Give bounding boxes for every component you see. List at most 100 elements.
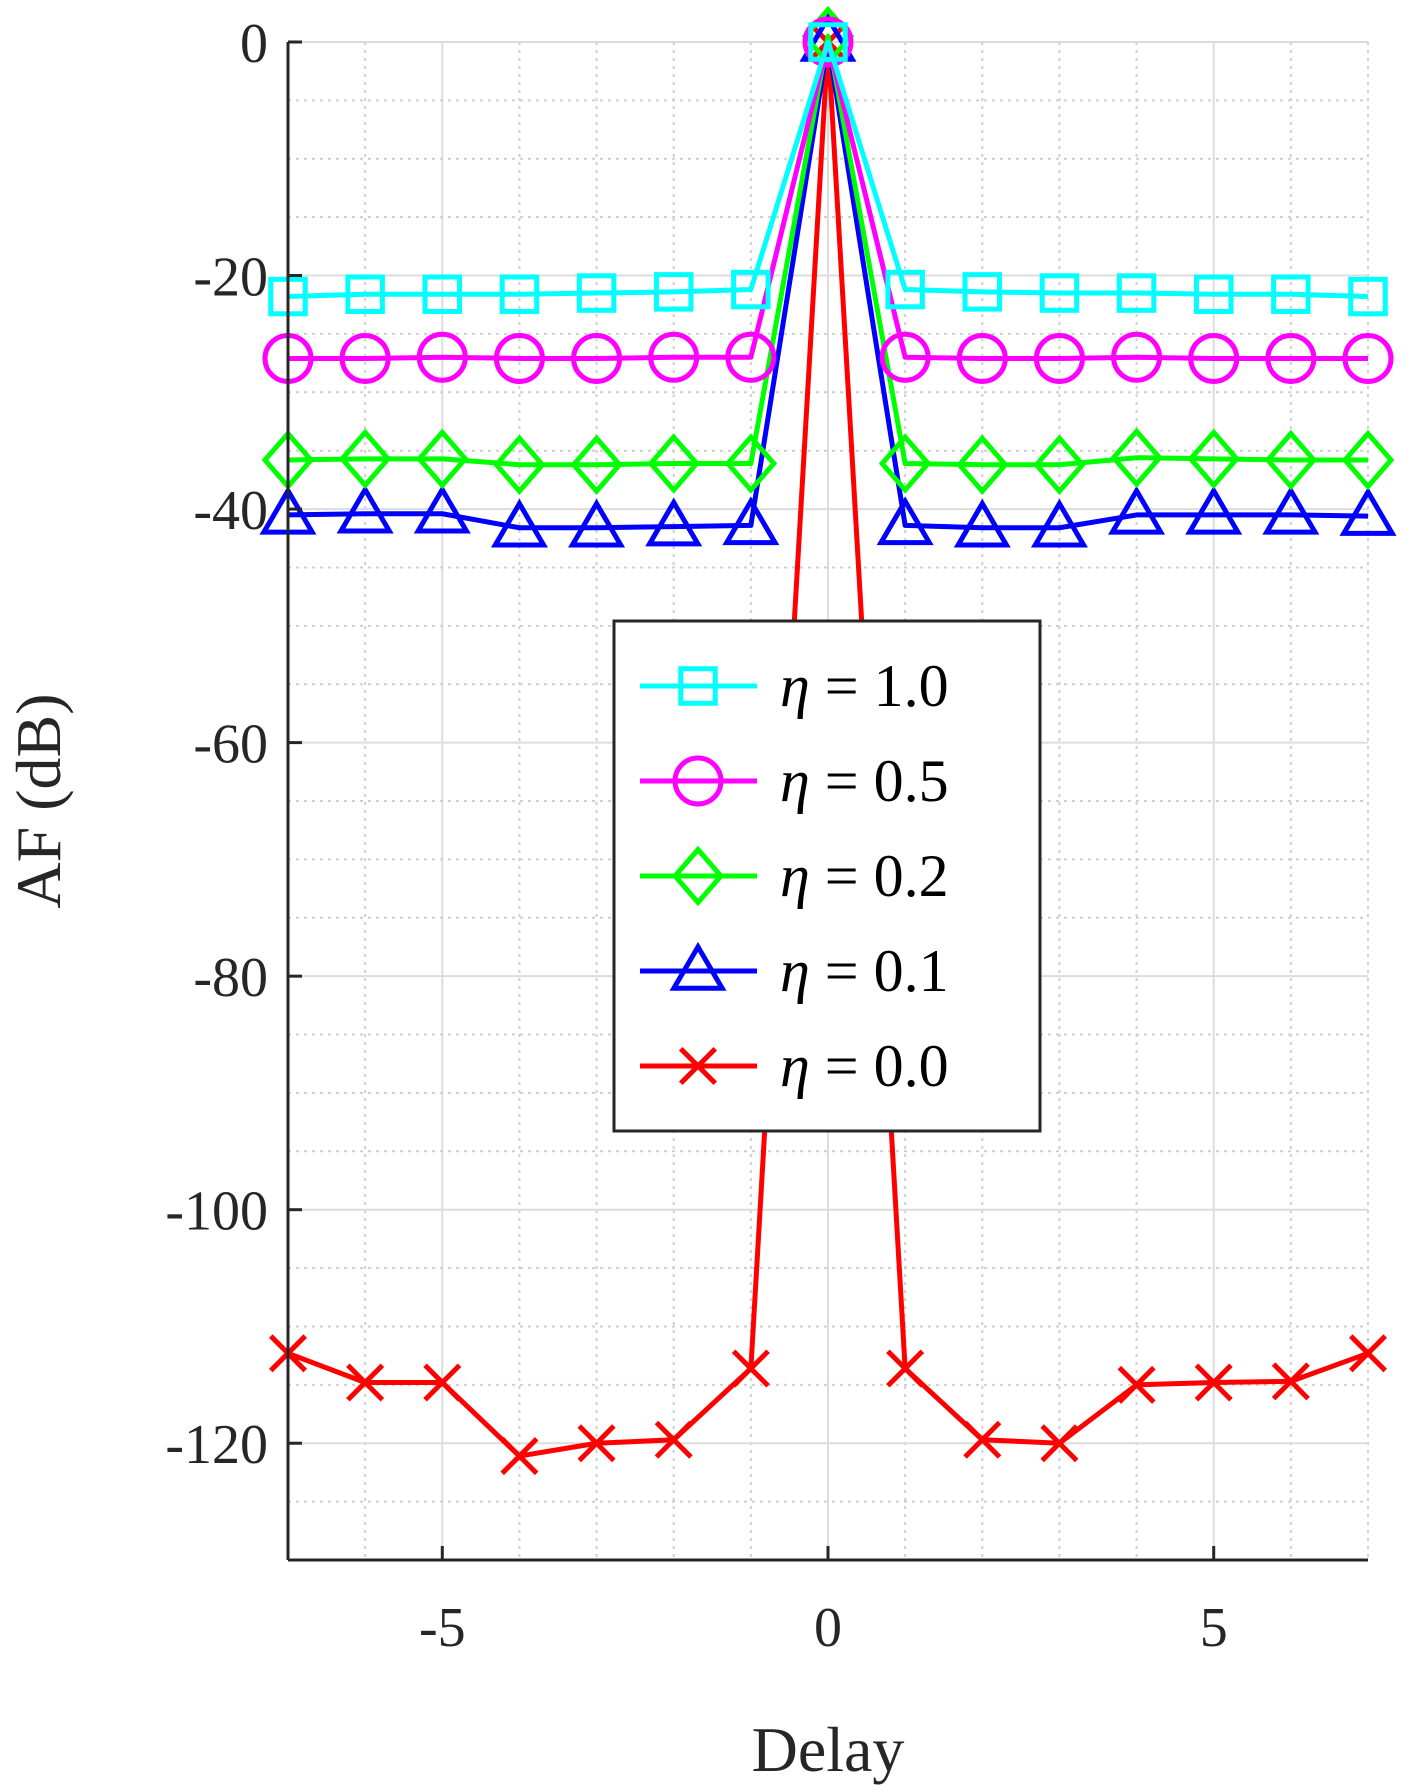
data-point-triangle bbox=[722, 496, 780, 546]
legend-symbol: η bbox=[780, 843, 810, 909]
data-point-triangle bbox=[645, 497, 703, 547]
data-point-circle bbox=[339, 332, 391, 384]
data-point-square bbox=[808, 22, 848, 62]
data-point-square bbox=[731, 269, 771, 310]
data-point-circle bbox=[571, 332, 623, 384]
data-point-diamond bbox=[338, 428, 392, 490]
legend-marker-diamond bbox=[671, 845, 725, 907]
legend-symbol: η bbox=[780, 653, 810, 719]
data-point-square bbox=[499, 274, 540, 314]
data-point-circle bbox=[1033, 332, 1085, 384]
legend-label: η = 1.0 bbox=[780, 653, 949, 719]
data-point-x bbox=[731, 1349, 770, 1388]
legend-value: = 0.0 bbox=[810, 1033, 949, 1099]
data-point-diamond bbox=[724, 433, 778, 494]
data-point-triangle bbox=[1185, 485, 1243, 535]
legend-item: η = 0.2 bbox=[640, 843, 949, 909]
data-point-triangle bbox=[1108, 485, 1166, 535]
data-point-circle bbox=[648, 331, 700, 383]
data-point-diamond bbox=[1187, 428, 1241, 490]
data-point-triangle bbox=[1030, 498, 1088, 548]
legend-label: η = 0.2 bbox=[780, 843, 949, 909]
legend-value: = 1.0 bbox=[810, 653, 949, 719]
legend-label: η = 0.1 bbox=[780, 938, 949, 1004]
y-axis-label: AF (dB) bbox=[3, 693, 74, 908]
legend-marker-triangle bbox=[669, 941, 727, 991]
data-point-x bbox=[577, 1424, 616, 1463]
data-point-diamond bbox=[493, 434, 546, 495]
data-point-diamond bbox=[647, 433, 701, 494]
data-point-circle bbox=[879, 331, 931, 383]
data-point-circle bbox=[493, 332, 545, 384]
x-tick-label: 0 bbox=[814, 1597, 842, 1659]
data-point-circle bbox=[725, 331, 777, 383]
legend-label: η = 0.5 bbox=[780, 748, 949, 814]
data-point-x bbox=[500, 1437, 539, 1476]
legend-symbol: η bbox=[780, 938, 810, 1004]
data-point-x bbox=[1194, 1363, 1233, 1402]
data-point-circle bbox=[1342, 332, 1394, 384]
data-point-circle bbox=[416, 331, 468, 383]
data-point-square bbox=[1271, 274, 1311, 314]
data-point-x bbox=[1271, 1362, 1310, 1401]
y-tick-label: -20 bbox=[193, 247, 268, 309]
legend-value: = 0.5 bbox=[810, 748, 949, 814]
data-point-triangle bbox=[413, 484, 471, 534]
data-point-diamond bbox=[1264, 429, 1318, 491]
data-point-square bbox=[1193, 274, 1234, 314]
data-point-square bbox=[345, 274, 385, 314]
data-point-circle bbox=[1265, 332, 1317, 384]
data-point-circle bbox=[1111, 331, 1163, 383]
data-point-triangle bbox=[1262, 485, 1320, 535]
data-point-diamond bbox=[955, 434, 1009, 495]
x-axis-label: Delay bbox=[752, 1714, 905, 1785]
data-point-x bbox=[1348, 1334, 1388, 1373]
data-point-triangle bbox=[876, 496, 934, 546]
legend-marker-circle bbox=[672, 755, 724, 807]
data-point-x bbox=[423, 1363, 462, 1402]
series-line bbox=[287, 39, 1369, 300]
data-point-square bbox=[1116, 273, 1157, 313]
legend-value: = 0.2 bbox=[810, 843, 949, 909]
data-point-x bbox=[963, 1420, 1002, 1459]
plot-series bbox=[259, 5, 1397, 1476]
legend-symbol: η bbox=[780, 748, 810, 814]
data-point-square bbox=[1039, 273, 1080, 313]
legend-value: = 0.1 bbox=[810, 938, 949, 1004]
data-point-x bbox=[346, 1363, 385, 1402]
data-point-diamond bbox=[415, 428, 469, 490]
y-tick-label: -40 bbox=[193, 480, 268, 542]
x-tick-label: 5 bbox=[1200, 1597, 1228, 1659]
data-point-triangle bbox=[336, 484, 394, 534]
data-point-triangle bbox=[568, 498, 626, 548]
data-point-square bbox=[1348, 276, 1388, 317]
data-point-circle bbox=[1188, 332, 1240, 384]
data-point-x bbox=[1040, 1424, 1079, 1463]
data-point-square bbox=[653, 272, 694, 312]
legend-item: η = 0.5 bbox=[640, 748, 949, 814]
data-point-square bbox=[422, 274, 463, 314]
data-point-square bbox=[885, 269, 925, 310]
legend-marker-square bbox=[678, 666, 718, 706]
data-point-square bbox=[962, 272, 1003, 312]
y-tick-label: -60 bbox=[193, 714, 268, 776]
data-point-diamond bbox=[570, 434, 623, 495]
data-point-x bbox=[1117, 1365, 1156, 1404]
data-point-triangle bbox=[953, 498, 1011, 548]
legend-item: η = 0.1 bbox=[640, 938, 949, 1004]
y-tick-label: -80 bbox=[193, 947, 268, 1009]
x-tick-label: -5 bbox=[419, 1597, 466, 1659]
data-point-triangle bbox=[490, 498, 548, 548]
data-point-square bbox=[576, 273, 617, 313]
y-tick-label: -120 bbox=[165, 1414, 268, 1476]
data-point-diamond bbox=[1110, 427, 1163, 488]
legend-item: η = 1.0 bbox=[640, 653, 949, 719]
axes: 0 -20 -40 -60 -80 -100 -120 -5 0 5 bbox=[165, 13, 1368, 1659]
y-tick-label: 0 bbox=[240, 13, 268, 75]
data-point-x bbox=[654, 1420, 693, 1459]
data-point-circle bbox=[802, 16, 854, 68]
legend-item: η = 0.0 bbox=[640, 1033, 949, 1099]
data-point-diamond bbox=[1341, 429, 1395, 491]
data-point-triangle bbox=[1339, 486, 1397, 536]
